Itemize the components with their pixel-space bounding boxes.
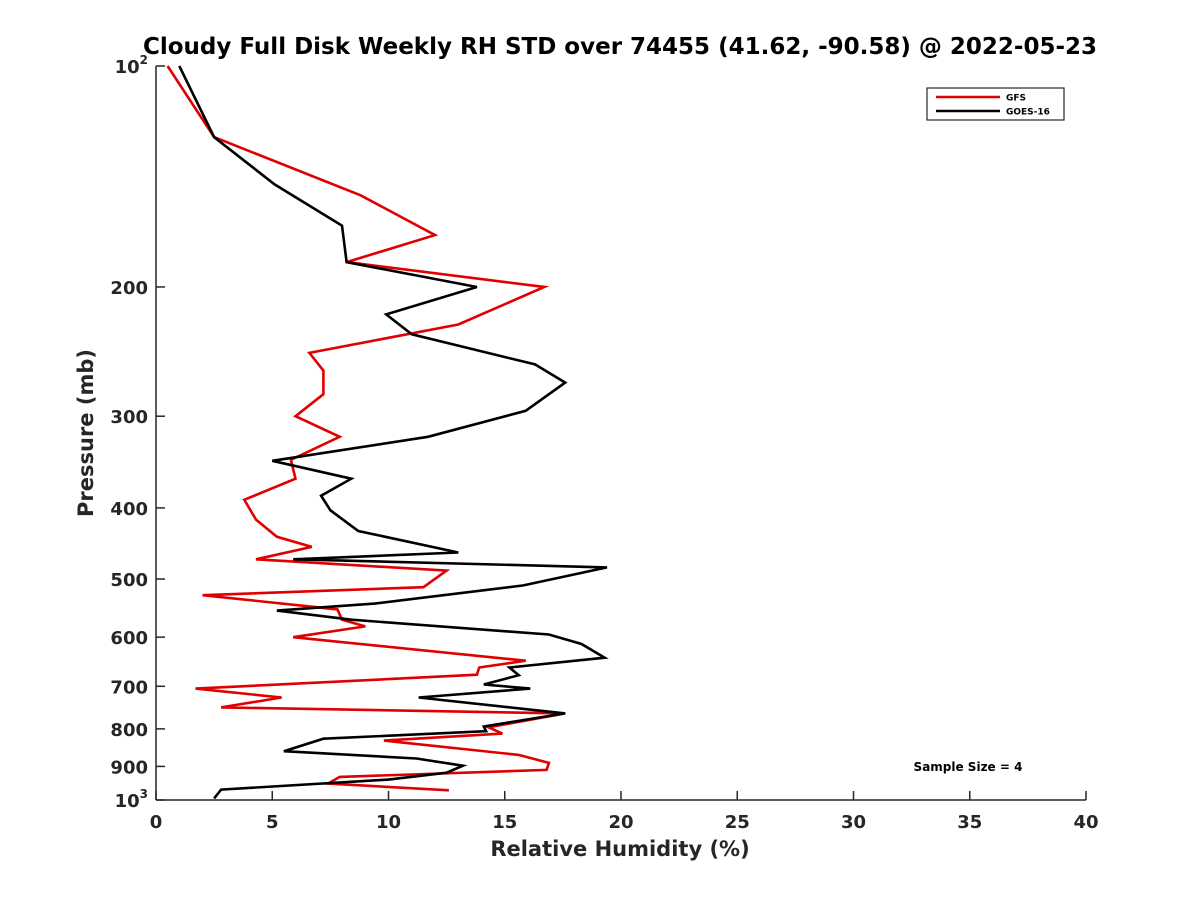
y-tick-label: 103 [115, 787, 148, 812]
legend: GFS GOES-16 [926, 87, 1065, 121]
x-tick-label: 15 [492, 812, 517, 833]
y-tick-label: 600 [110, 628, 148, 649]
x-axis-label: Relative Humidity (%) [490, 837, 749, 861]
y-tick-label: 300 [110, 407, 148, 428]
x-tick-label: 10 [376, 812, 401, 833]
x-tick-label: 30 [841, 812, 866, 833]
sample-size-annotation: Sample Size = 4 [914, 760, 1023, 774]
chart-title: Cloudy Full Disk Weekly RH STD over 7445… [143, 34, 1097, 60]
y-tick-label: 900 [110, 757, 148, 778]
series-line-goes-16 [178, 65, 609, 800]
axes: 0 5 10 15 20 25 30 35 40 102 200 300 400 500 600 700 800… [110, 53, 1098, 833]
y-tick-label: 200 [110, 278, 148, 299]
legend-entry: GFS [1006, 94, 1026, 104]
y-axis-label: Pressure (mb) [74, 349, 98, 517]
x-tick-label: 35 [957, 812, 982, 833]
y-tick-label: 800 [110, 720, 148, 741]
y-tick-label: 700 [110, 677, 148, 698]
x-tick-label: 5 [266, 812, 279, 833]
x-tick-label: 0 [150, 812, 163, 833]
series-line-gfs [166, 65, 566, 792]
y-tick-label: 500 [110, 570, 148, 591]
legend-entry: GOES-16 [1006, 108, 1050, 118]
legend-box [926, 87, 1065, 121]
series-layer [166, 65, 609, 800]
x-tick-label: 40 [1073, 812, 1098, 833]
x-tick-label: 25 [725, 812, 750, 833]
y-tick-label: 102 [115, 53, 148, 78]
y-tick-label: 400 [110, 499, 148, 520]
x-tick-label: 20 [608, 812, 633, 833]
